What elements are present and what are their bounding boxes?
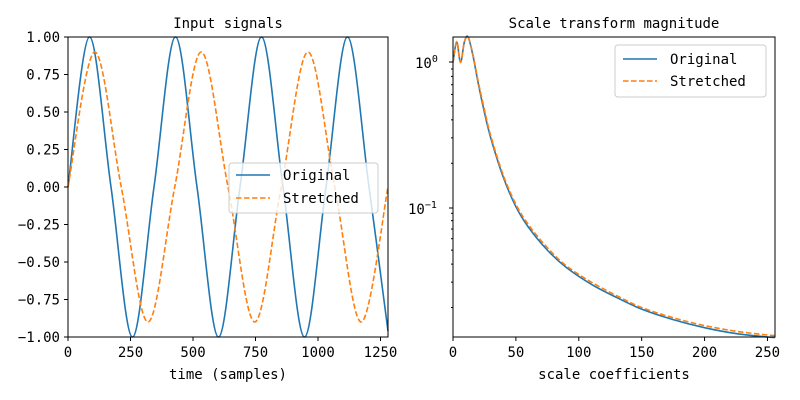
right-y-tick-label-0: 100: [415, 54, 438, 72]
right-x-axis-label: scale coefficients: [538, 367, 690, 383]
left-x-tick-label-1000: 1000: [301, 345, 335, 361]
left-y-tick-label-5: −0.25: [18, 218, 60, 234]
right-y-tick-label-1: 10−1: [408, 200, 437, 218]
left-legend-original-label: Original: [283, 168, 350, 184]
left-legend-stretched-label: Stretched: [283, 191, 359, 207]
right-x-tick-label-100: 100: [566, 345, 591, 361]
left-x-tick-label-250: 250: [118, 345, 143, 361]
right-legend: Original Stretched: [614, 44, 767, 98]
right-x-tick-label-50: 50: [507, 345, 524, 361]
right-x-tick-label-0: 0: [449, 345, 457, 361]
left-x-tick-label-500: 500: [180, 345, 205, 361]
left-y-tick-label-8: −1.00: [18, 330, 60, 346]
left-x-tick-label-1250: 1250: [364, 345, 398, 361]
right-legend-stretched-label: Stretched: [670, 74, 746, 90]
right-x-tick-label-250: 250: [755, 345, 780, 361]
left-y-tick-label-0: 1.00: [26, 30, 60, 46]
left-x-axis-label: time (samples): [169, 367, 287, 383]
right-axes-frame: [452, 36, 776, 338]
left-legend: Original Stretched: [228, 162, 379, 214]
left-y-tick-label-2: 0.50: [26, 105, 60, 121]
right-x-tick-label-200: 200: [692, 345, 717, 361]
left-y-tick-label-3: 0.25: [26, 143, 60, 159]
right-chart-title: Scale transform magnitude: [509, 16, 720, 32]
right-y-axis-ticks: 100 10−1: [408, 54, 453, 309]
left-y-tick-label-7: −0.75: [18, 293, 60, 309]
right-legend-box: [614, 44, 767, 98]
input-signals-panel: Input signals 0 250 500 750 1000 1250 1.00 0.7…: [18, 16, 398, 383]
left-x-axis-ticks: 0 250 500 750 1000 1250: [64, 337, 398, 361]
left-x-tick-label-750: 750: [243, 345, 268, 361]
left-y-tick-label-6: −0.50: [18, 255, 60, 271]
left-series-original: [67, 36, 389, 338]
right-x-tick-label-150: 150: [629, 345, 654, 361]
left-x-tick-label-0: 0: [64, 345, 72, 361]
left-y-tick-label-4: 0.00: [26, 180, 60, 196]
scale-transform-panel: Scale transform magnitude 0 50 100 150 200 25…: [408, 16, 780, 383]
right-legend-original-label: Original: [670, 52, 737, 68]
left-chart-title: Input signals: [173, 16, 283, 32]
right-x-axis-ticks: 0 50 100 150 200 250: [449, 337, 780, 361]
left-y-axis-ticks: 1.00 0.75 0.50 0.25 0.00 −0.25 −0.50 −0.75 −1.00: [18, 30, 68, 346]
left-y-tick-label-1: 0.75: [26, 68, 60, 84]
